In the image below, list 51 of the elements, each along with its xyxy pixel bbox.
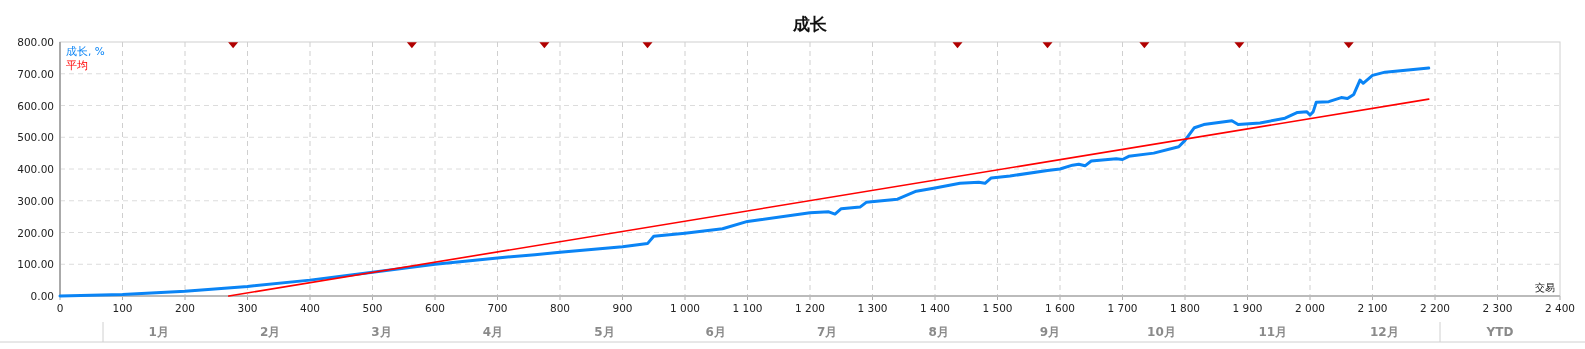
y-tick-label: 300.00 (17, 194, 54, 207)
x-tick-label: 300 (237, 302, 258, 314)
x-tick-label: 600 (424, 302, 446, 314)
y-tick-label: 0.00 (30, 290, 54, 302)
text: 2月 (259, 325, 281, 339)
x-tick-label: 1 100 (732, 302, 763, 314)
y-tick-label: 700.00 (17, 67, 54, 80)
x-tick-label: 1 700 (1107, 302, 1138, 314)
x-tick-label: 1 900 (1232, 302, 1263, 314)
x-tick-label: 1 500 (982, 302, 1013, 314)
text: 8月 (928, 325, 949, 339)
text: 10月 (1147, 325, 1176, 339)
text: 12月 (1369, 325, 1399, 339)
text: 1月 (148, 325, 169, 339)
x-tick-label: 1 300 (857, 302, 888, 314)
x-tick-label: 2 200 (1419, 302, 1451, 314)
y-tick-label: 400.00 (17, 163, 54, 175)
x-tick-label: 2 000 (1294, 302, 1326, 314)
text: 9月 (1039, 325, 1061, 339)
text: 平均 (66, 59, 88, 71)
chart-title: 成长 (792, 14, 828, 34)
x-tick-label: 1 600 (1044, 302, 1076, 314)
text: 成长, % (66, 45, 105, 57)
x-tick-label: 700 (487, 302, 508, 314)
x-tick-label: 1 200 (794, 302, 826, 314)
x-tick-label: 1 000 (669, 302, 701, 314)
text: 7月 (817, 325, 838, 339)
x-tick-label: 900 (612, 302, 633, 314)
y-tick-label: 100.00 (17, 258, 54, 271)
y-tick-label: 200.00 (17, 226, 54, 239)
x-tick-label: 2 100 (1357, 302, 1388, 314)
x-tick-label: 500 (362, 302, 383, 314)
text: 4月 (482, 325, 504, 339)
text: 6月 (705, 325, 726, 339)
x-tick-label: 1 400 (919, 302, 951, 314)
x-tick-label: 800 (549, 302, 571, 314)
text: 11月 (1258, 325, 1288, 339)
x-tick-label: 1 800 (1169, 302, 1201, 314)
x-tick-label: 200 (174, 302, 196, 314)
y-tick-label: 500.00 (17, 131, 54, 144)
x-tick-label: 2 400 (1544, 302, 1576, 314)
text: 5月 (594, 325, 615, 339)
x-tick-label: 2 300 (1482, 302, 1513, 314)
text: YTD (1485, 325, 1514, 339)
x-tick-label: 100 (112, 302, 133, 314)
x-tick-label: 400 (299, 302, 321, 314)
x-tick-label: 0 (56, 302, 64, 314)
y-tick-label: 800.00 (17, 36, 54, 48)
text: 3月 (371, 325, 392, 339)
x-axis-title: 交易 (1535, 282, 1555, 293)
y-tick-label: 600.00 (17, 99, 54, 112)
